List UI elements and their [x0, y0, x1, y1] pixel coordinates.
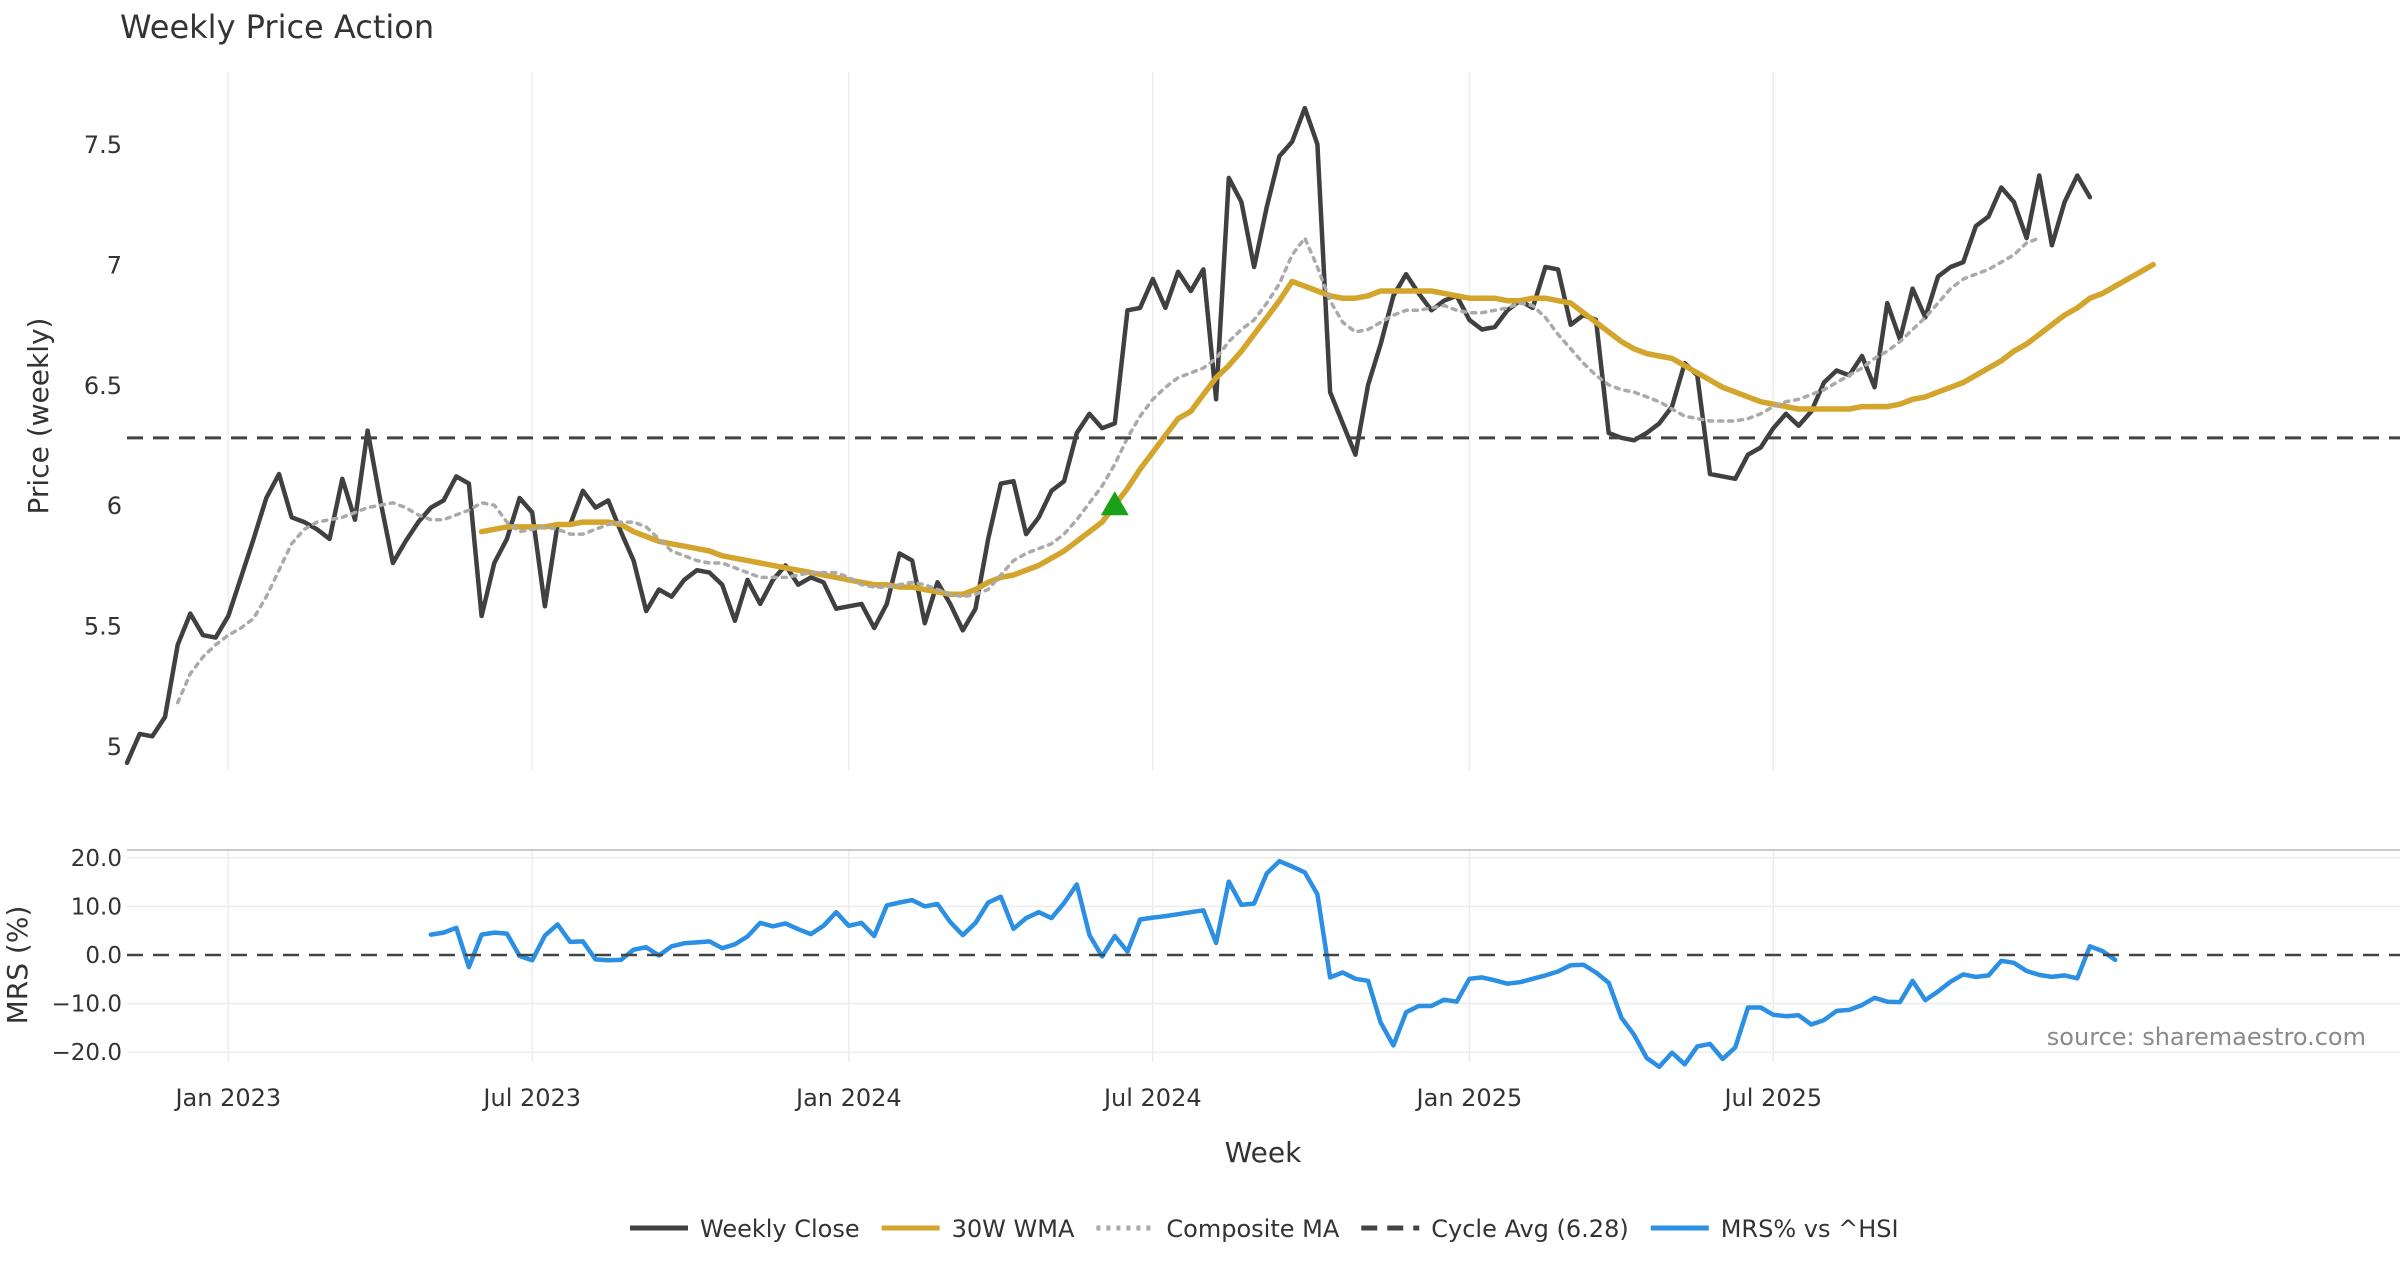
price-y-tick-label: 7.5 [84, 131, 122, 159]
x-tick-label: Jul 2024 [1102, 1084, 1202, 1112]
x-axis: Jan 2023 Jul 2023 Jan 2024 Jul 2024 Jan 2025… [173, 1084, 1822, 1112]
mrs-y-tick-label: 10.0 [71, 894, 122, 920]
legend-label: Weekly Close [700, 1215, 860, 1243]
price-y-axis-label: Price (weekly) [22, 318, 55, 515]
mrs-y-axis-label: MRS (%) [1, 906, 34, 1025]
x-tick-label: Jan 2023 [173, 1084, 281, 1112]
x-tick-label: Jan 2025 [1415, 1084, 1523, 1112]
mrs-y-tick-label: −20.0 [52, 1040, 122, 1066]
price-y-tick-label: 6 [107, 492, 122, 520]
source-label: source: sharemaestro.com [2047, 1023, 2366, 1051]
wma-30w-line [478, 261, 2156, 598]
mrs-y-tick-label: −10.0 [52, 992, 122, 1018]
mrs-y-tick-label: 0.0 [85, 943, 122, 969]
legend-label: 30W WMA [952, 1215, 1075, 1243]
mrs-y-tick-label: 20.0 [71, 846, 122, 872]
legend: Weekly Close 30W WMA Composite MA Cycle Avg… [630, 1215, 1899, 1243]
legend-label: Composite MA [1166, 1215, 1339, 1243]
price-y-tick-label: 5.5 [84, 613, 122, 641]
price-y-tick-label: 6.5 [84, 372, 122, 400]
signal-triangle-marker [1100, 491, 1129, 516]
weekly-close-line [124, 105, 2093, 766]
price-panel: 5 5.5 6 6.5 7 7.5 Price (weekly) [22, 72, 2400, 770]
mrs-panel: −20.0 −10.0 0.0 10.0 20.0 MRS (%) [1, 846, 2400, 1070]
legend-label: MRS% vs ^HSI [1721, 1215, 1899, 1243]
mrs-line [428, 858, 2118, 1070]
composite-ma-line [175, 236, 2042, 705]
price-y-tick-label: 7 [107, 252, 122, 280]
x-tick-label: Jul 2023 [481, 1084, 581, 1112]
x-tick-label: Jul 2025 [1722, 1084, 1822, 1112]
legend-label: Cycle Avg (6.28) [1431, 1215, 1628, 1243]
chart-title: Weekly Price Action [120, 8, 434, 46]
x-tick-label: Jan 2024 [794, 1084, 902, 1112]
price-y-tick-label: 5 [107, 733, 122, 761]
x-axis-label: Week [1225, 1136, 1302, 1169]
